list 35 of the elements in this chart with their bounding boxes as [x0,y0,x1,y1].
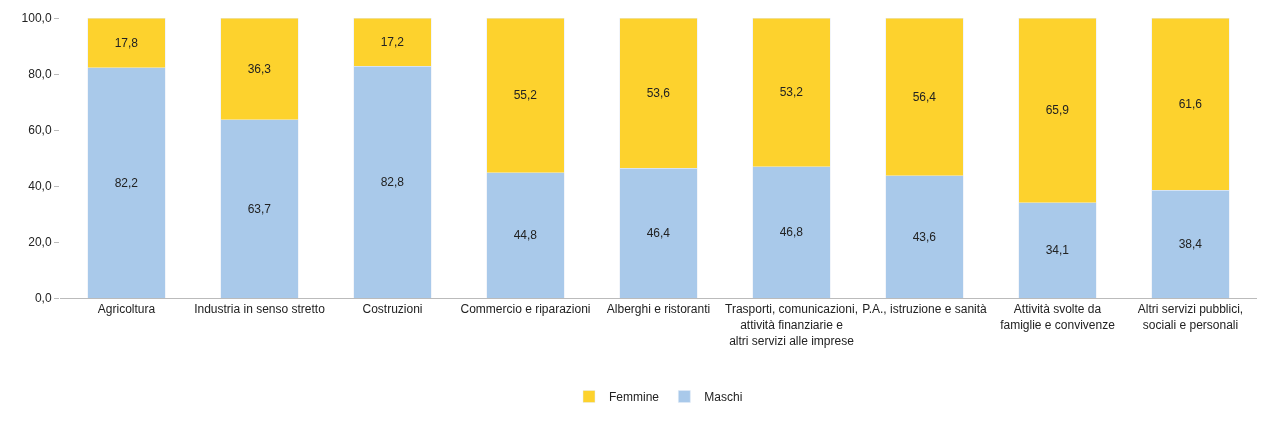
data-label: 61,6 [1178,97,1203,112]
y-tick-label: 60,0 [28,123,52,138]
data-label: 34,1 [1045,243,1070,258]
legend-label: Femmine [609,390,660,405]
x-tick-label: Altri servizi pubblici, sociali e personali [1137,302,1244,332]
y-tick-label: 40,0 [28,179,52,194]
data-label: 56,4 [912,89,937,104]
data-label: 53,6 [646,86,671,101]
y-tick-label: 0,0 [34,291,52,306]
x-tick-label: Trasporti, comunicazioni, attività finanziarie e altri servizi alle imprese [725,302,858,348]
data-label: 17,2 [380,35,405,50]
data-label: 82,2 [114,175,139,190]
data-label: 38,4 [1178,237,1203,252]
x-tick-label: Costruzioni [362,302,423,317]
data-label: 63,7 [247,201,272,216]
y-tick-label: 100,0 [21,11,52,26]
x-tick-label: Alberghi e ristoranti [606,302,711,317]
data-label: 53,2 [779,85,804,100]
data-label: 46,8 [779,225,804,240]
data-label: 17,8 [114,35,139,50]
data-label: 65,9 [1045,103,1070,118]
data-label: 44,8 [513,228,538,243]
y-tick-label: 80,0 [28,67,52,82]
x-tick-label: Attività svolte da famiglie e convivenze [1000,302,1116,332]
x-tick-label: Agricoltura [97,302,156,317]
y-tick-label: 20,0 [28,235,52,250]
x-tick-label: Industria in senso stretto [194,302,326,317]
data-label: 55,2 [513,88,538,103]
legend-label: Maschi [704,390,743,405]
x-tick-label: Commercio e riparazioni [460,302,591,317]
data-label: 82,8 [380,175,405,190]
data-label: 36,3 [247,61,272,76]
x-tick-label: P.A., istruzione e sanità [862,302,988,317]
data-label: 46,4 [646,226,671,241]
data-label: 43,6 [912,229,937,244]
